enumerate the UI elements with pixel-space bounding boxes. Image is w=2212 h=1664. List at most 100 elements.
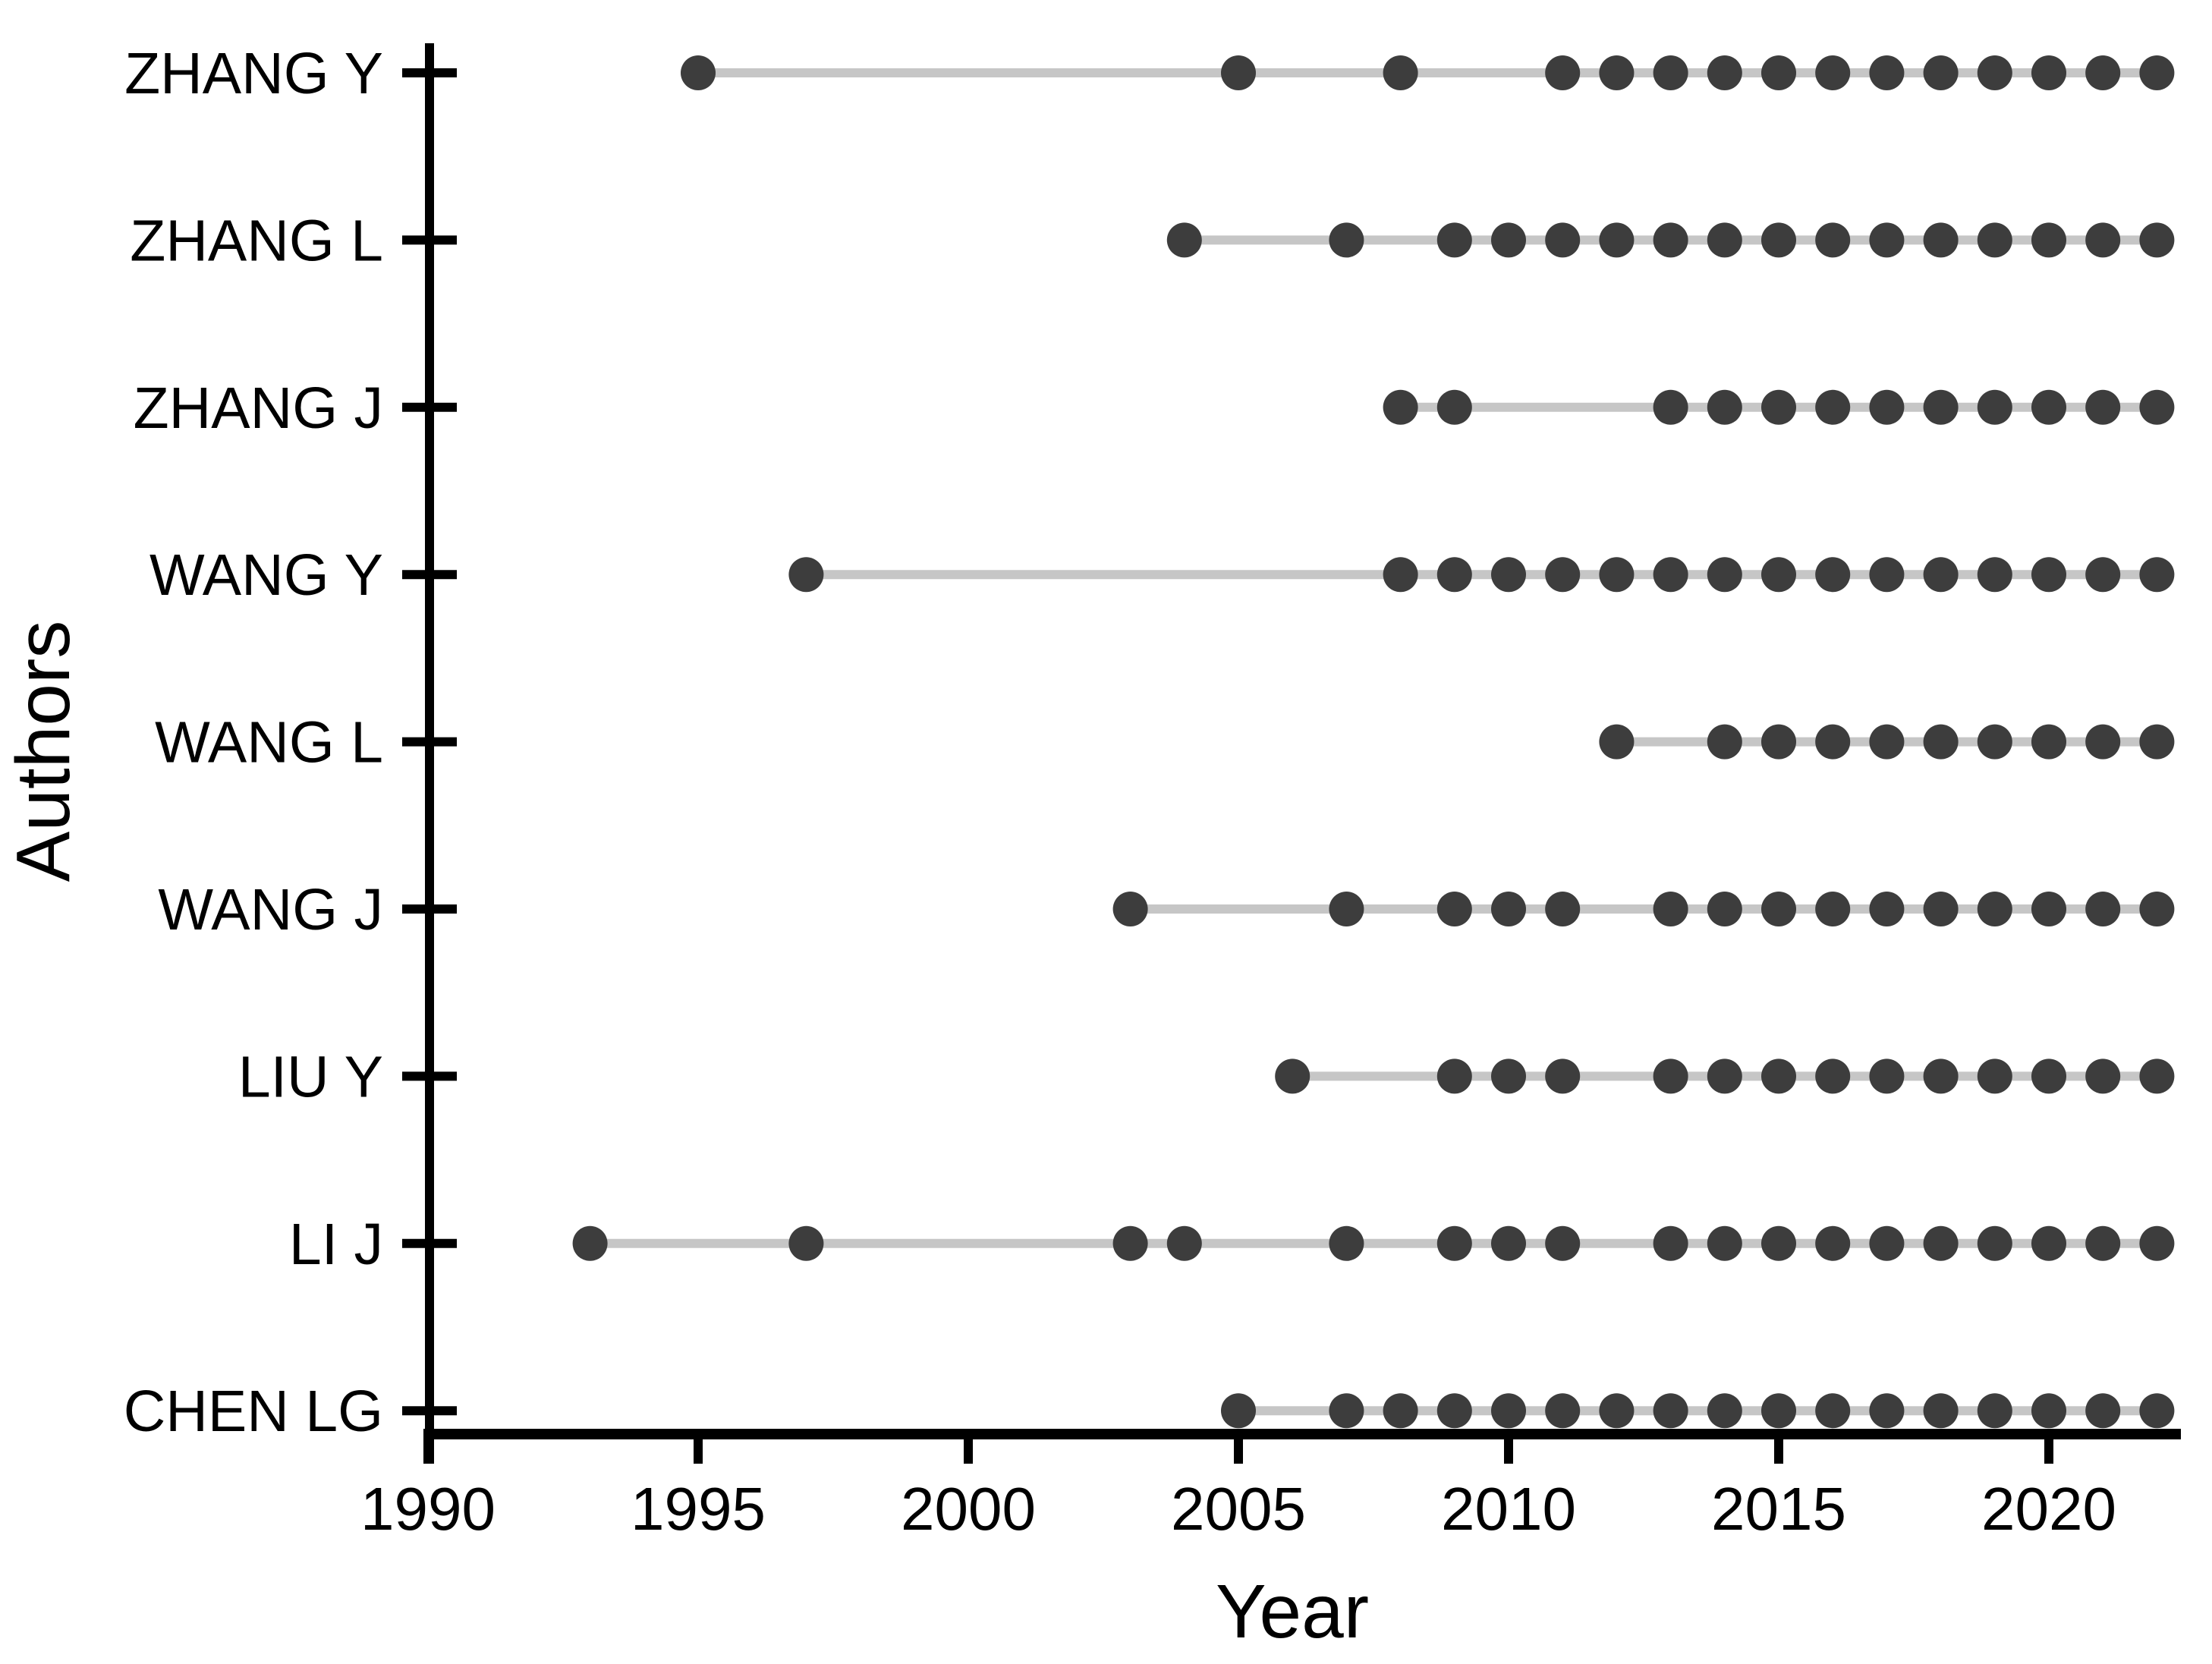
publication-year-dot xyxy=(1761,724,1796,760)
publication-year-dot xyxy=(1923,222,1959,258)
publication-year-dot xyxy=(1815,1058,1851,1094)
publication-year-dot xyxy=(2085,222,2121,258)
publication-year-dot xyxy=(2031,1058,2066,1094)
publication-year-dot xyxy=(2085,55,2121,90)
publication-year-dot xyxy=(1545,1058,1581,1094)
publication-year-dot xyxy=(1869,389,1905,425)
x-tick-label: 2020 xyxy=(1981,1475,2116,1543)
publication-year-dot xyxy=(2085,389,2121,425)
publication-year-dot xyxy=(2031,1393,2066,1429)
publication-year-dot xyxy=(1166,1225,1202,1261)
publication-year-dot xyxy=(1707,55,1742,90)
author-row: WANG Y xyxy=(149,543,2175,608)
publication-year-dot xyxy=(681,55,716,90)
publication-year-dot xyxy=(1815,557,1851,593)
publication-year-dot xyxy=(1869,724,1905,760)
publication-year-dot xyxy=(1383,55,1418,90)
publication-year-dot xyxy=(1491,557,1526,593)
publication-year-dot xyxy=(1545,557,1581,593)
publication-year-dot xyxy=(2031,892,2066,926)
publication-year-dot xyxy=(1491,892,1526,926)
publication-year-dot xyxy=(1923,55,1959,90)
publication-year-dot xyxy=(1545,1393,1581,1429)
publication-year-dot xyxy=(2139,389,2175,425)
author-row: LI J xyxy=(289,1212,2175,1277)
publication-year-dot xyxy=(1815,55,1851,90)
publication-year-dot xyxy=(1761,389,1796,425)
author-row: WANG L xyxy=(155,710,2175,775)
publication-year-dot xyxy=(1815,1225,1851,1261)
publication-year-dot xyxy=(2139,1225,2175,1261)
publication-year-dot xyxy=(1923,724,1959,760)
publication-year-dot xyxy=(1653,1225,1688,1261)
publication-year-dot xyxy=(1545,55,1581,90)
publication-year-dot xyxy=(2085,724,2121,760)
publication-year-dot xyxy=(1599,1393,1635,1429)
x-tick-label: 2005 xyxy=(1171,1475,1306,1543)
publication-year-dot xyxy=(1599,724,1635,760)
publication-year-dot xyxy=(1436,389,1472,425)
publication-year-dot xyxy=(1653,1058,1688,1094)
publication-year-dot xyxy=(788,557,824,593)
publication-year-dot xyxy=(1707,222,1742,258)
publication-year-dot xyxy=(1707,892,1742,926)
publication-year-dot xyxy=(1923,1225,1959,1261)
publication-year-dot xyxy=(1707,1393,1742,1429)
publication-year-dot xyxy=(2085,557,2121,593)
publication-year-dot xyxy=(1869,1225,1905,1261)
publication-year-dot xyxy=(1977,389,2012,425)
author-label: LI J xyxy=(289,1212,383,1277)
publication-year-dot xyxy=(1491,1225,1526,1261)
publication-year-dot xyxy=(1436,222,1472,258)
x-tick-label: 2010 xyxy=(1441,1475,1576,1543)
publication-year-dot xyxy=(1329,1393,1364,1429)
publication-year-dot xyxy=(1436,557,1472,593)
publication-year-dot xyxy=(1707,557,1742,593)
y-axis-title: Authors xyxy=(1,621,86,882)
publication-year-dot xyxy=(1599,557,1635,593)
publication-year-dot xyxy=(1383,557,1418,593)
publication-year-dot xyxy=(2031,55,2066,90)
publication-year-dot xyxy=(1869,557,1905,593)
publication-year-dot xyxy=(1761,892,1796,926)
author-label: WANG L xyxy=(155,710,383,775)
publication-year-dot xyxy=(1329,1225,1364,1261)
publication-year-dot xyxy=(1112,892,1148,926)
publication-year-dot xyxy=(1869,55,1905,90)
publication-year-dot xyxy=(1707,1225,1742,1261)
publication-year-dot xyxy=(2139,557,2175,593)
publication-year-dot xyxy=(1923,1393,1959,1429)
publication-year-dot xyxy=(1491,1058,1526,1094)
publication-year-dot xyxy=(1275,1058,1311,1094)
author-label: WANG J xyxy=(158,877,383,942)
publication-year-dot xyxy=(2139,724,2175,760)
publication-year-dot xyxy=(1977,724,2012,760)
x-tick-label: 1995 xyxy=(631,1475,766,1543)
publication-year-dot xyxy=(1761,222,1796,258)
publication-year-dot xyxy=(1383,1393,1418,1429)
author-label: ZHANG J xyxy=(134,376,383,441)
publication-year-dot xyxy=(1869,222,1905,258)
publication-year-dot xyxy=(1815,1393,1851,1429)
publication-year-dot xyxy=(1436,1393,1472,1429)
publication-year-dot xyxy=(2139,1058,2175,1094)
axes: 1990 1995 2000 2005 2010 2015 2020 xyxy=(360,43,2181,1543)
publication-year-dot xyxy=(1923,1058,1959,1094)
publication-year-dot xyxy=(2085,892,2121,926)
publication-year-dot xyxy=(1977,892,2012,926)
publication-year-dot xyxy=(1653,55,1688,90)
publication-year-dot xyxy=(1761,1393,1796,1429)
publication-year-dot xyxy=(2031,724,2066,760)
publication-year-dot xyxy=(1436,1225,1472,1261)
publication-year-dot xyxy=(1977,1225,2012,1261)
publication-year-dot xyxy=(1221,1393,1256,1429)
publication-year-dot xyxy=(1545,1225,1581,1261)
author-label: ZHANG Y xyxy=(124,41,383,106)
publication-year-dot xyxy=(1923,892,1959,926)
publication-year-dot xyxy=(2031,1225,2066,1261)
publication-year-dot xyxy=(1653,557,1688,593)
publication-year-dot xyxy=(572,1225,608,1261)
author-label: LIU Y xyxy=(238,1044,383,1109)
